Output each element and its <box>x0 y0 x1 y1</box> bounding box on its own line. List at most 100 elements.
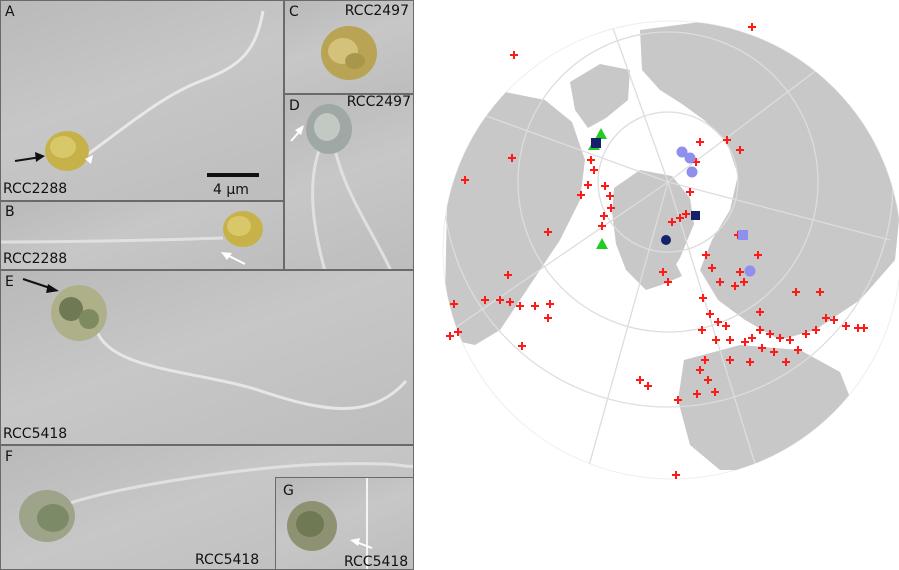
red-cross-marker <box>696 366 704 374</box>
panel-e: E RCC5418 <box>0 270 414 445</box>
panel-d: D RCC2497 <box>284 94 414 270</box>
red-cross-marker <box>508 154 516 162</box>
red-cross-marker <box>756 308 764 316</box>
panel-a-strain: RCC2288 <box>3 181 68 197</box>
red-cross-marker <box>812 326 820 334</box>
red-cross-marker <box>722 322 730 330</box>
eurasia-landmass <box>640 22 899 340</box>
red-cross-marker <box>676 214 684 222</box>
red-cross-marker <box>668 218 676 226</box>
red-cross-marker <box>506 298 514 306</box>
red-cross-marker <box>746 358 754 366</box>
panel-g-strain: RCC5418 <box>344 554 409 570</box>
red-cross-marker <box>598 222 606 230</box>
cell-illustration <box>290 104 392 269</box>
panel-a-letter: A <box>5 4 15 20</box>
red-cross-marker <box>770 348 778 356</box>
cell-illustration <box>19 462 413 542</box>
red-cross-marker <box>816 288 824 296</box>
red-cross-marker <box>754 251 762 259</box>
red-cross-marker <box>664 278 672 286</box>
red-cross-marker <box>672 471 680 479</box>
red-cross-marker <box>756 326 764 334</box>
red-cross-marker <box>741 338 749 346</box>
red-cross-marker <box>544 314 552 322</box>
red-cross-marker <box>546 300 554 308</box>
navy-square-marker <box>591 138 601 148</box>
red-cross-marker <box>496 296 504 304</box>
red-cross-marker <box>674 396 682 404</box>
red-cross-marker <box>481 296 489 304</box>
red-cross-marker <box>714 318 722 326</box>
lavender-square-marker <box>738 230 748 240</box>
red-cross-marker <box>510 51 518 59</box>
lavender-circle-marker <box>676 146 688 158</box>
red-cross-marker <box>731 282 739 290</box>
red-cross-marker <box>786 336 794 344</box>
red-cross-marker <box>644 382 652 390</box>
panel-f-letter: F <box>5 449 14 465</box>
panel-g-letter: G <box>283 483 294 499</box>
red-cross-marker <box>708 264 716 272</box>
red-cross-marker <box>450 300 458 308</box>
red-cross-marker <box>531 302 539 310</box>
red-cross-marker <box>704 376 712 384</box>
red-cross-marker <box>782 358 790 366</box>
lavender-circle-marker <box>684 152 696 164</box>
red-cross-marker <box>682 210 690 218</box>
red-cross-marker <box>776 334 784 342</box>
red-cross-marker <box>601 182 609 190</box>
red-cross-marker <box>607 204 615 212</box>
panel-c-letter: C <box>289 4 299 20</box>
red-cross-marker <box>712 336 720 344</box>
red-cross-marker <box>802 330 810 338</box>
red-cross-marker <box>711 388 719 396</box>
red-cross-marker <box>696 138 704 146</box>
red-cross-marker <box>822 314 830 322</box>
red-cross-marker <box>686 188 694 196</box>
red-cross-marker <box>794 346 802 354</box>
north-america-landmass <box>445 92 585 345</box>
scale-bar-label: 4 µm <box>213 182 249 198</box>
red-cross-marker <box>740 278 748 286</box>
red-cross-marker <box>701 356 709 364</box>
red-cross-marker <box>587 156 595 164</box>
arctic-archipelago-landmass <box>570 64 630 128</box>
red-cross-marker <box>584 181 592 189</box>
red-cross-marker <box>736 146 744 154</box>
panel-d-letter: D <box>289 98 300 114</box>
red-cross-marker <box>726 336 734 344</box>
red-cross-marker <box>748 334 756 342</box>
panel-g: G RCC5418 <box>275 477 414 570</box>
panel-d-strain: RCC2497 <box>346 94 411 110</box>
red-cross-marker <box>600 212 608 220</box>
panel-e-letter: E <box>5 274 14 290</box>
red-cross-marker <box>792 288 800 296</box>
red-cross-marker <box>446 332 454 340</box>
red-cross-marker <box>736 268 744 276</box>
green-triangle-marker <box>596 238 608 249</box>
panel-e-strain: RCC5418 <box>3 426 68 442</box>
red-cross-marker <box>504 271 512 279</box>
red-cross-marker <box>748 23 756 31</box>
panel-b-letter: B <box>5 204 15 220</box>
red-cross-marker <box>636 376 644 384</box>
red-cross-marker <box>544 228 552 236</box>
panel-c-strain: RCC2497 <box>344 3 409 19</box>
red-cross-marker <box>454 328 462 336</box>
navy-square-marker <box>691 211 700 220</box>
red-cross-marker <box>693 390 701 398</box>
cell-illustration <box>287 478 373 569</box>
panel-a: A RCC2288 4 µm <box>0 0 284 201</box>
red-cross-marker <box>518 342 526 350</box>
red-cross-marker <box>723 136 731 144</box>
red-cross-marker <box>860 324 868 332</box>
sample-markers <box>446 23 868 479</box>
panel-c: C RCC2497 <box>284 0 414 94</box>
red-cross-marker <box>699 294 707 302</box>
red-cross-marker <box>830 316 838 324</box>
red-cross-marker <box>577 191 585 199</box>
red-cross-marker <box>842 322 850 330</box>
red-cross-marker <box>758 344 766 352</box>
